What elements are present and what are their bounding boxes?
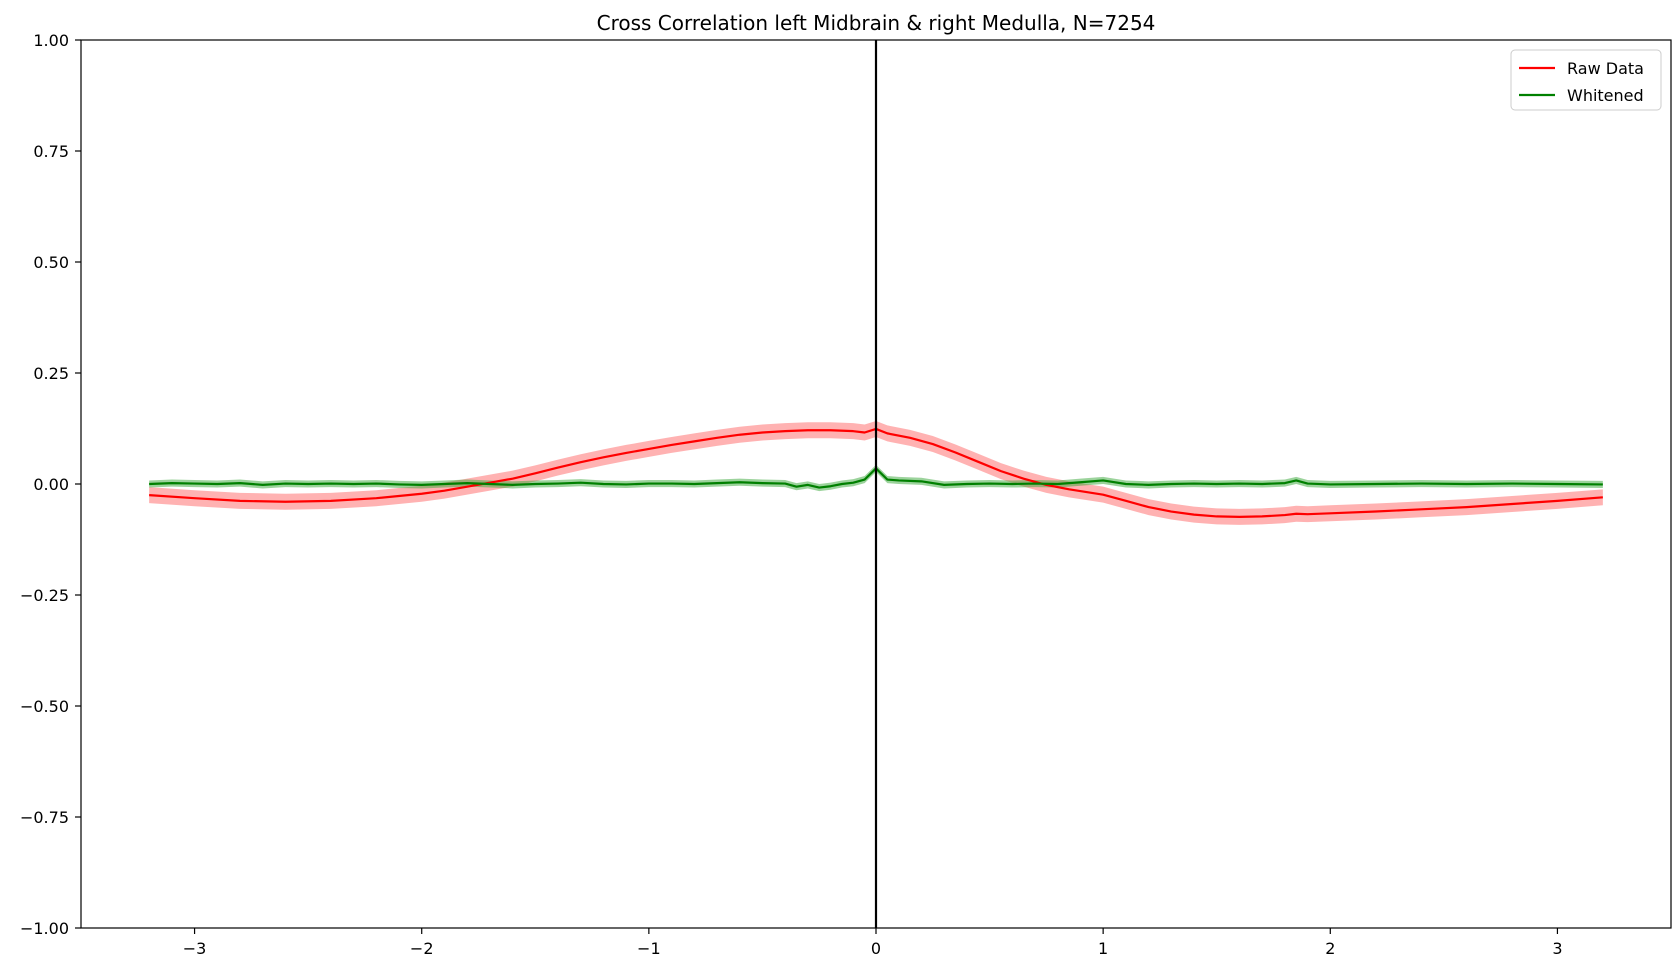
- y-tick-label: 0.25: [33, 364, 69, 383]
- y-tick-label: −0.25: [20, 586, 69, 605]
- series-line-whitened: [149, 467, 1603, 489]
- y-tick-label: −0.50: [20, 697, 69, 716]
- x-axis: −3 −2 −1 0 1 2 3: [183, 928, 1563, 958]
- x-tick-label: 0: [871, 939, 881, 958]
- y-tick-label: 0.75: [33, 142, 69, 161]
- x-tick-label: 1: [1098, 939, 1108, 958]
- legend-label: Whitened: [1567, 86, 1644, 105]
- y-axis: 1.00 0.75 0.50 0.25 0.00 −0.25 −0.50 −0.75 −1.00: [20, 31, 81, 938]
- x-tick-label: −3: [183, 939, 207, 958]
- legend-label: Raw Data: [1567, 59, 1644, 78]
- y-tick-label: 0.00: [33, 475, 69, 494]
- series-band-raw-data: [149, 420, 1603, 525]
- x-tick-label: −1: [637, 939, 661, 958]
- x-tick-label: 3: [1552, 939, 1562, 958]
- x-tick-label: 2: [1325, 939, 1335, 958]
- y-tick-label: −0.75: [20, 808, 69, 827]
- x-tick-label: −2: [410, 939, 434, 958]
- legend: Raw Data Whitened: [1510, 49, 1662, 111]
- y-tick-label: 0.50: [33, 253, 69, 272]
- chart-title: Cross Correlation left Midbrain & right …: [597, 11, 1156, 35]
- y-tick-label: −1.00: [20, 919, 69, 938]
- y-tick-label: 1.00: [33, 31, 69, 50]
